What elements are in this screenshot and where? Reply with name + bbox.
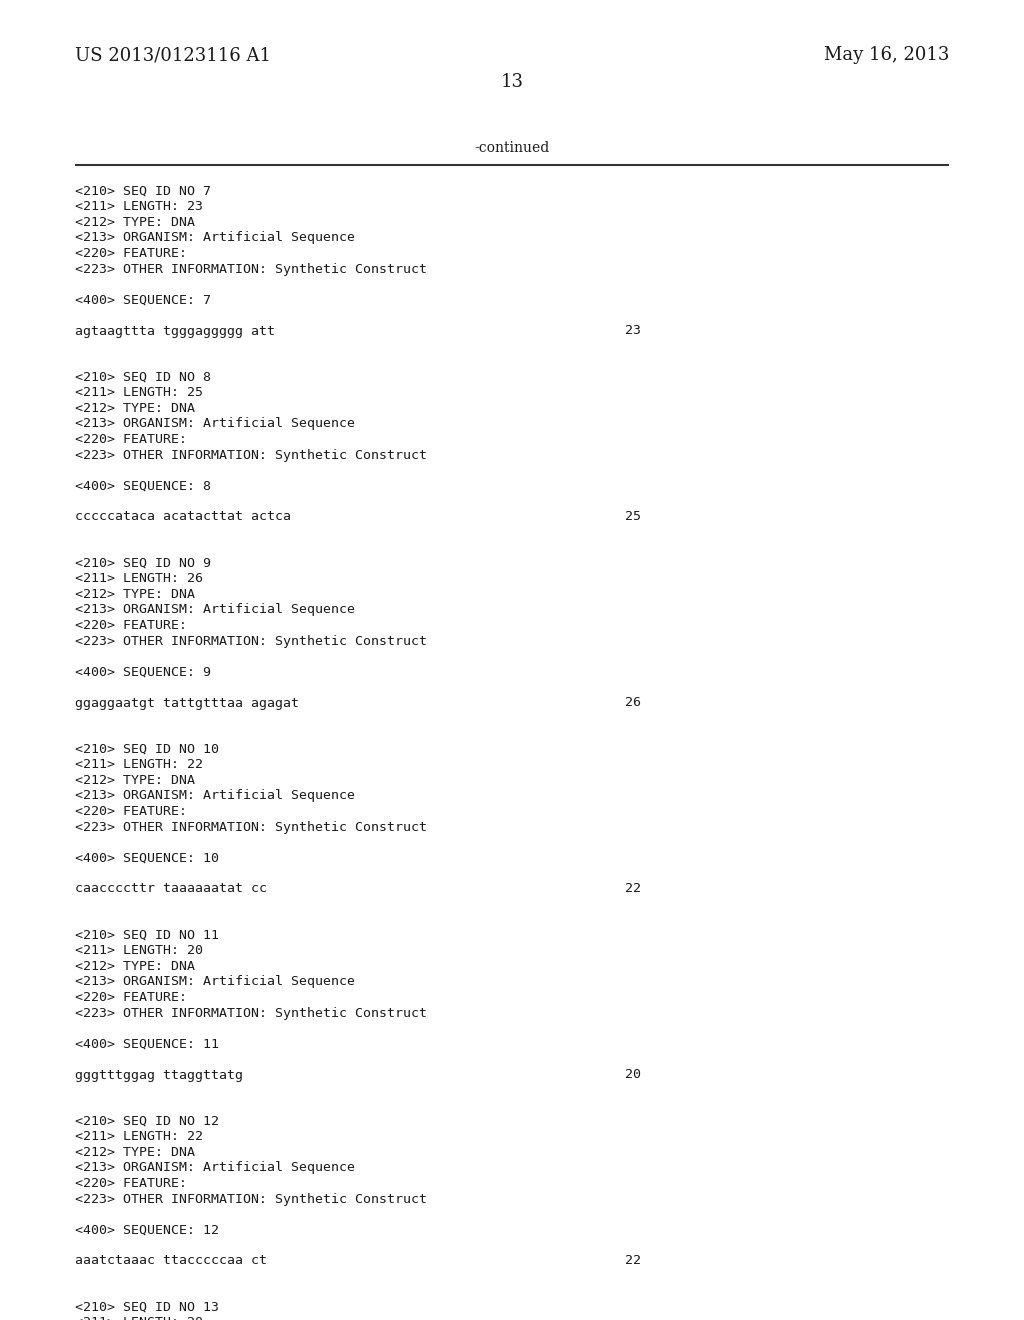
Text: <223> OTHER INFORMATION: Synthetic Construct: <223> OTHER INFORMATION: Synthetic Const… <box>75 449 427 462</box>
Text: ggaggaatgt tattgtttaa agagat: ggaggaatgt tattgtttaa agagat <box>75 697 299 710</box>
Text: <211> LENGTH: 25: <211> LENGTH: 25 <box>75 387 203 400</box>
Text: <210> SEQ ID NO 12: <210> SEQ ID NO 12 <box>75 1115 219 1129</box>
Text: <210> SEQ ID NO 9: <210> SEQ ID NO 9 <box>75 557 211 570</box>
Text: <211> LENGTH: 20: <211> LENGTH: 20 <box>75 945 203 957</box>
Text: <212> TYPE: DNA: <212> TYPE: DNA <box>75 774 195 787</box>
Text: <220> FEATURE:: <220> FEATURE: <box>75 433 187 446</box>
Text: <220> FEATURE:: <220> FEATURE: <box>75 991 187 1005</box>
Text: <213> ORGANISM: Artificial Sequence: <213> ORGANISM: Artificial Sequence <box>75 417 355 430</box>
Text: <220> FEATURE:: <220> FEATURE: <box>75 805 187 818</box>
Text: <400> SEQUENCE: 8: <400> SEQUENCE: 8 <box>75 479 211 492</box>
Text: <211> LENGTH: 22: <211> LENGTH: 22 <box>75 1130 203 1143</box>
Text: cccccataca acatacttat actca: cccccataca acatacttat actca <box>75 511 291 524</box>
Text: <400> SEQUENCE: 12: <400> SEQUENCE: 12 <box>75 1224 219 1237</box>
Text: <213> ORGANISM: Artificial Sequence: <213> ORGANISM: Artificial Sequence <box>75 231 355 244</box>
Text: <212> TYPE: DNA: <212> TYPE: DNA <box>75 960 195 973</box>
Text: <213> ORGANISM: Artificial Sequence: <213> ORGANISM: Artificial Sequence <box>75 1162 355 1175</box>
Text: <223> OTHER INFORMATION: Synthetic Construct: <223> OTHER INFORMATION: Synthetic Const… <box>75 821 427 833</box>
Text: <223> OTHER INFORMATION: Synthetic Construct: <223> OTHER INFORMATION: Synthetic Const… <box>75 1192 427 1205</box>
Text: 23: 23 <box>625 325 641 338</box>
Text: gggtttggag ttaggttatg: gggtttggag ttaggttatg <box>75 1068 243 1081</box>
Text: aaatctaaac ttacccccaa ct: aaatctaaac ttacccccaa ct <box>75 1254 267 1267</box>
Text: <211> LENGTH: 22: <211> LENGTH: 22 <box>75 759 203 771</box>
Text: <212> TYPE: DNA: <212> TYPE: DNA <box>75 403 195 414</box>
Text: 25: 25 <box>625 511 641 524</box>
Text: caaccccttr taaaaaatat cc: caaccccttr taaaaaatat cc <box>75 883 267 895</box>
Text: <212> TYPE: DNA: <212> TYPE: DNA <box>75 587 195 601</box>
Text: <210> SEQ ID NO 13: <210> SEQ ID NO 13 <box>75 1302 219 1313</box>
Text: <211> LENGTH: 26: <211> LENGTH: 26 <box>75 573 203 586</box>
Text: <213> ORGANISM: Artificial Sequence: <213> ORGANISM: Artificial Sequence <box>75 975 355 989</box>
Text: <223> OTHER INFORMATION: Synthetic Construct: <223> OTHER INFORMATION: Synthetic Const… <box>75 263 427 276</box>
Text: <400> SEQUENCE: 10: <400> SEQUENCE: 10 <box>75 851 219 865</box>
Text: <220> FEATURE:: <220> FEATURE: <box>75 247 187 260</box>
Text: 20: 20 <box>625 1068 641 1081</box>
Text: <220> FEATURE:: <220> FEATURE: <box>75 619 187 632</box>
Text: 22: 22 <box>625 1254 641 1267</box>
Text: -continued: -continued <box>474 141 550 154</box>
Text: <400> SEQUENCE: 11: <400> SEQUENCE: 11 <box>75 1038 219 1051</box>
Text: <210> SEQ ID NO 10: <210> SEQ ID NO 10 <box>75 743 219 756</box>
Text: <400> SEQUENCE: 7: <400> SEQUENCE: 7 <box>75 293 211 306</box>
Text: <212> TYPE: DNA: <212> TYPE: DNA <box>75 1146 195 1159</box>
Text: <210> SEQ ID NO 8: <210> SEQ ID NO 8 <box>75 371 211 384</box>
Text: 22: 22 <box>625 883 641 895</box>
Text: 26: 26 <box>625 697 641 710</box>
Text: <213> ORGANISM: Artificial Sequence: <213> ORGANISM: Artificial Sequence <box>75 789 355 803</box>
Text: <210> SEQ ID NO 7: <210> SEQ ID NO 7 <box>75 185 211 198</box>
Text: US 2013/0123116 A1: US 2013/0123116 A1 <box>75 46 271 63</box>
Text: <211> LENGTH: 23: <211> LENGTH: 23 <box>75 201 203 214</box>
Text: May 16, 2013: May 16, 2013 <box>823 46 949 63</box>
Text: agtaagttta tgggaggggg att: agtaagttta tgggaggggg att <box>75 325 275 338</box>
Text: <212> TYPE: DNA: <212> TYPE: DNA <box>75 216 195 228</box>
Text: <213> ORGANISM: Artificial Sequence: <213> ORGANISM: Artificial Sequence <box>75 603 355 616</box>
Text: <220> FEATURE:: <220> FEATURE: <box>75 1177 187 1191</box>
Text: <223> OTHER INFORMATION: Synthetic Construct: <223> OTHER INFORMATION: Synthetic Const… <box>75 635 427 648</box>
Text: <400> SEQUENCE: 9: <400> SEQUENCE: 9 <box>75 665 211 678</box>
Text: <210> SEQ ID NO 11: <210> SEQ ID NO 11 <box>75 929 219 942</box>
Text: <223> OTHER INFORMATION: Synthetic Construct: <223> OTHER INFORMATION: Synthetic Const… <box>75 1006 427 1019</box>
Text: 13: 13 <box>501 73 523 91</box>
Text: <211> LENGTH: 28: <211> LENGTH: 28 <box>75 1316 203 1320</box>
